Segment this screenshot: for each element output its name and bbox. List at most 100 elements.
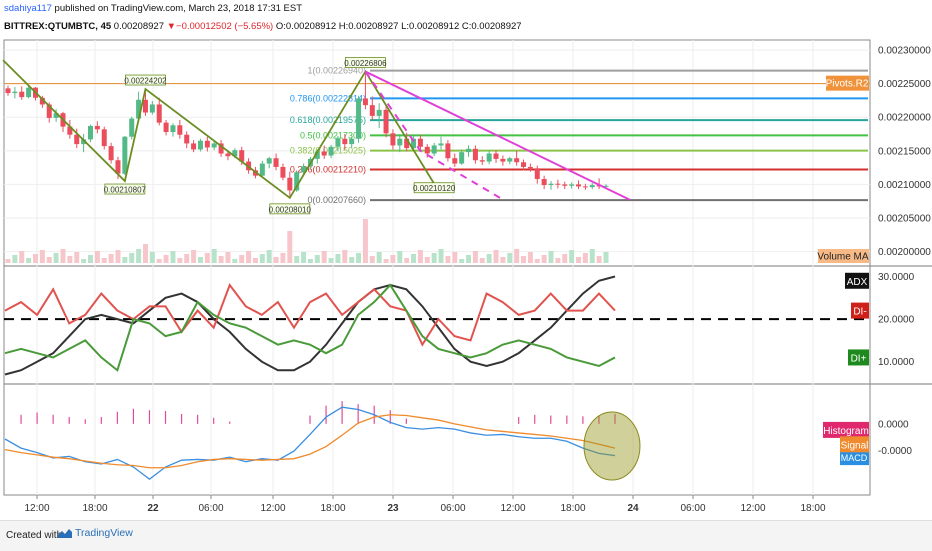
x-tick-label: 12:00 (260, 503, 285, 514)
candle-body (149, 104, 155, 113)
volume-bar (589, 249, 595, 263)
volume-bar (163, 255, 169, 263)
author-link[interactable]: sdahiya117 (4, 3, 52, 14)
candle-body (280, 166, 286, 178)
candle-body (46, 104, 52, 118)
volume-bar (149, 252, 155, 263)
fib-level-label: 0.618(0.00219575) (290, 115, 366, 125)
tradingview-brand: TradingView (75, 527, 133, 539)
histogram-value-label: Histogram (823, 426, 869, 437)
candle-body (115, 160, 121, 174)
volume-bar (362, 219, 368, 263)
price-point-label-bg (104, 183, 146, 195)
volume-bar (486, 254, 492, 263)
volume-ma-label-bg (818, 249, 869, 263)
price-change: −0.00012502 (−5.65%) (176, 21, 274, 32)
created-with-text: Created with (6, 530, 63, 541)
chart-header: sdahiya117 published on TradingView.com,… (0, 0, 932, 40)
volume-bar (376, 252, 382, 263)
volume-bar (60, 249, 66, 263)
volume-bar (569, 250, 575, 263)
candle-body (129, 118, 135, 137)
fib-level-label: 0.382(0.00215025) (290, 146, 366, 156)
y-tick-label: 0.00205000 (878, 213, 931, 224)
adx-y-tick-label: 30.0000 (878, 272, 915, 283)
price-point-label-bg (269, 203, 311, 215)
low-value: 0.00208912 (409, 21, 460, 32)
price-point-label: 0.00208010 (269, 205, 312, 214)
macd-value-label-bg (840, 451, 869, 466)
volume-bar (431, 253, 437, 263)
x-tick-label: 12:00 (24, 503, 49, 514)
x-tick-label: 22 (147, 503, 159, 514)
x-tick-label: 18:00 (800, 503, 825, 514)
candle-body (87, 125, 93, 140)
volume-bar (232, 259, 238, 263)
candle-body (424, 146, 430, 154)
volume-bar (452, 252, 458, 263)
candle-body (349, 138, 355, 145)
symbol-info: BITTREX:QTUMBTC, 45 0.00208927 ▼−0.00012… (4, 21, 522, 32)
candle-body (156, 104, 162, 123)
price-point-label: 0.00226806 (344, 59, 387, 68)
volume-bar (136, 249, 142, 263)
tradingview-icon (58, 529, 72, 539)
x-tick-label: 24 (627, 503, 639, 514)
pivot-r2-label: Pivots.R2 (826, 79, 869, 90)
fib-level-label: 0.236(0.00212210) (290, 165, 366, 175)
candle-body (548, 183, 554, 186)
volume-bar (562, 254, 568, 263)
high-label: H: (338, 21, 349, 32)
volume-bar (417, 250, 423, 263)
volume-bar (184, 254, 190, 263)
volume-bar (129, 253, 135, 263)
down-arrow-icon: ▼ (166, 21, 177, 32)
adx-y-tick-label: 20.0000 (878, 315, 915, 326)
candle-body (328, 146, 334, 156)
x-tick-label: 06:00 (440, 503, 465, 514)
volume-bar (424, 257, 430, 263)
volume-bar (67, 256, 73, 263)
volume-bar (500, 257, 506, 263)
volume-bar (32, 254, 38, 263)
descending-trendline (364, 70, 631, 201)
di-plus-value-label-bg (848, 349, 869, 366)
volume-bar (596, 256, 602, 263)
candle-body (211, 143, 217, 148)
price-point-label: 0.00210807 (104, 186, 147, 195)
price-point-label-bg (345, 57, 386, 68)
volume-bar (87, 255, 93, 263)
volume-bar (582, 253, 588, 263)
volume-bar (94, 251, 100, 263)
x-tick-label: 12:00 (740, 503, 765, 514)
candle-body (53, 113, 59, 118)
volume-bar (555, 258, 561, 263)
candle-body (19, 91, 25, 98)
projection-dashed-line (364, 70, 501, 199)
candle-body (239, 150, 245, 162)
candle-body (376, 109, 382, 116)
volume-bar (287, 231, 293, 263)
volume-bar (349, 257, 355, 263)
candle-body (589, 185, 595, 188)
x-tick-label: 18:00 (82, 503, 107, 514)
tradingview-logo[interactable]: TradingView (58, 527, 133, 539)
x-tick-label: 18:00 (560, 503, 585, 514)
fib-level-label: 0.786(0.00222814) (290, 93, 366, 103)
volume-bar (534, 259, 540, 263)
macd-line (4, 406, 616, 480)
chart-canvas[interactable]: 12:00 18:00 22 06:00 12:00 18:00 23 06:00 12:00 1… (0, 0, 932, 520)
high-value: 0.00208927 (348, 21, 399, 32)
volume-bar (493, 250, 499, 263)
volume-bar (101, 258, 107, 263)
candle-body (445, 143, 451, 159)
candle-body (301, 166, 307, 173)
signal-value-label-bg (840, 436, 869, 453)
price-point-label-bg (413, 182, 455, 194)
candle-body (452, 158, 458, 164)
candle-body (431, 145, 437, 154)
last-price: 0.00208927 (113, 21, 164, 32)
volume-bar (541, 255, 547, 263)
di-minus-line (4, 282, 616, 347)
volume-bar (170, 251, 176, 263)
